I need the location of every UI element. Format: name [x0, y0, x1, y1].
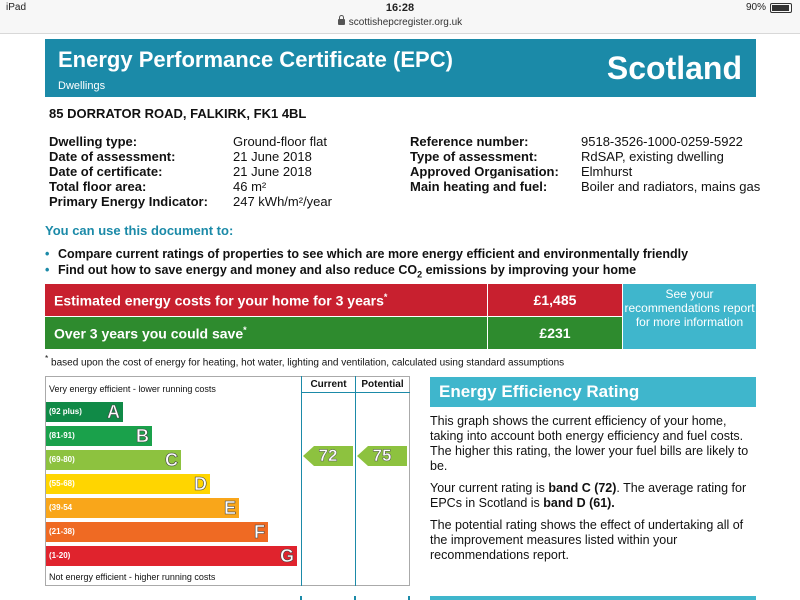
band-letter: E — [223, 498, 237, 519]
band-range: (55-68) — [49, 479, 75, 488]
detail-value: 247 kWh/m²/year — [233, 194, 332, 209]
chart-continuation — [300, 596, 302, 600]
band-range: (21-38) — [49, 527, 75, 536]
detail-row: Dwelling type: Ground-floor flat — [49, 134, 332, 149]
detail-label: Reference number: — [410, 134, 529, 149]
bullet-icon: • — [45, 247, 50, 261]
chart-continuation — [408, 596, 410, 600]
list-item: • Find out how to save energy and money a… — [45, 262, 688, 283]
use-document-title: You can use this document to: — [45, 223, 234, 238]
chart-top-label: Very energy efficient - lower running co… — [49, 384, 216, 394]
detail-row: Primary Energy Indicator: 247 kWh/m²/year — [49, 194, 332, 209]
efficiency-rating-heading: Energy Efficiency Rating — [430, 377, 756, 407]
clock: 16:28 — [385, 2, 415, 14]
detail-row: Date of assessment: 21 June 2018 — [49, 149, 332, 164]
detail-row: Total floor area: 46 m² — [49, 179, 332, 194]
detail-label: Main heating and fuel: — [410, 179, 548, 194]
detail-value: 9518-3526-1000-0259-5922 — [581, 134, 743, 149]
epc-header: Energy Performance Certificate (EPC) Dwe… — [45, 39, 756, 97]
page-title: Energy Performance Certificate (EPC) — [58, 47, 453, 72]
band-letter: B — [136, 426, 150, 447]
current-column-header: Current — [310, 379, 347, 390]
detail-value: Boiler and radiators, mains gas — [581, 179, 761, 194]
band-range: (69-80) — [49, 455, 75, 464]
band-letter: A — [107, 402, 121, 423]
current-rating-text: Your current rating is band C (72). The … — [430, 481, 747, 510]
chart-frame — [45, 376, 410, 586]
chart-divider — [301, 376, 302, 586]
detail-label: Date of assessment: — [49, 149, 176, 164]
detail-label: Type of assessment: — [410, 149, 538, 164]
costs-footnote: * based upon the cost of energy for heat… — [45, 353, 565, 369]
band-range: (92 plus) — [49, 407, 82, 416]
rating-band-g: (1-20) G — [46, 546, 297, 566]
detail-label: Approved Organisation: — [410, 164, 559, 179]
detail-row: Date of certificate: 21 June 2018 — [49, 164, 332, 179]
detail-label: Date of certificate: — [49, 164, 163, 179]
detail-row: Type of assessment: RdSAP, existing dwell… — [410, 149, 761, 164]
rating-band-e: (39-54 E — [46, 498, 239, 518]
estimated-costs-label: Estimated energy costs for your home for… — [45, 284, 487, 316]
bullet-icon: • — [45, 263, 50, 277]
chart-header-line — [301, 392, 410, 393]
detail-label: Total floor area: — [49, 179, 147, 194]
battery-status: 90% — [746, 2, 792, 13]
detail-value: 21 June 2018 — [233, 164, 312, 179]
use-bullets: • Compare current ratings of properties t… — [45, 246, 688, 283]
rating-explanation: This graph shows the current efficiency … — [430, 414, 749, 473]
battery-percent: 90% — [745, 2, 766, 13]
address-bar[interactable]: scottishepcregister.org.uk — [0, 15, 800, 28]
recommendations-link[interactable]: See your recommendations report for more… — [623, 284, 756, 349]
property-address: 85 DORRATOR ROAD, FALKIRK, FK1 4BL — [49, 106, 307, 121]
browser-status-bar: iPad 16:28 90% scottishepcregister.org.u… — [0, 0, 800, 34]
savings-label: Over 3 years you could save* — [45, 317, 487, 349]
band-range: (1-20) — [49, 551, 71, 560]
band-letter: G — [279, 546, 295, 567]
url-text: scottishepcregister.org.uk — [348, 17, 463, 28]
savings-value: £231 — [488, 317, 622, 349]
battery-icon — [770, 2, 792, 13]
details-left: Dwelling type: Ground-floor flat Date of a… — [49, 134, 332, 209]
band-range: (39-54 — [49, 503, 73, 512]
band-letter: F — [254, 522, 266, 543]
detail-value: RdSAP, existing dwelling — [581, 149, 724, 164]
band-letter: D — [194, 474, 208, 495]
estimated-costs-value: £1,485 — [488, 284, 622, 316]
potential-column-header: Potential — [361, 379, 404, 390]
detail-label: Primary Energy Indicator: — [49, 194, 208, 209]
chart-divider — [355, 376, 356, 586]
rating-band-d: (55-68) D — [46, 474, 210, 494]
detail-row: Approved Organisation: Elmhurst — [410, 164, 761, 179]
band-range: (81-91) — [49, 431, 75, 440]
potential-rating-arrow: 75 — [357, 446, 407, 466]
detail-value: 46 m² — [233, 179, 267, 194]
band-letter: C — [165, 450, 179, 471]
chart-bottom-label: Not energy efficient - higher running co… — [49, 572, 216, 582]
list-item: • Compare current ratings of properties t… — [45, 247, 689, 261]
country-label: Scotland — [606, 50, 742, 86]
chart-continuation — [354, 596, 356, 600]
details-right: Reference number: 9518-3526-1000-0259-592… — [410, 134, 761, 194]
detail-value: Elmhurst — [581, 164, 633, 179]
rating-band-a: (92 plus) A — [46, 402, 123, 422]
rating-band-f: (21-38) F — [46, 522, 268, 542]
lock-icon — [337, 15, 345, 25]
device-name: iPad — [6, 2, 27, 13]
page-subtitle: Dwellings — [58, 80, 106, 92]
energy-rating-chart: Very energy efficient - lower running co… — [45, 376, 410, 586]
next-section-strip — [430, 596, 756, 600]
detail-value: 21 June 2018 — [233, 149, 312, 164]
potential-rating-text: The potential rating shows the effect of… — [430, 518, 744, 562]
efficiency-rating-text: This graph shows the current efficiency … — [430, 414, 756, 570]
rating-band-b: (81-91) B — [46, 426, 152, 446]
detail-value: Ground-floor flat — [233, 134, 327, 149]
rating-band-c: (69-80) C — [46, 450, 181, 470]
detail-label: Dwelling type: — [49, 134, 138, 149]
detail-row: Main heating and fuel: Boiler and radiato… — [410, 179, 761, 194]
current-rating-arrow: 72 — [303, 446, 353, 466]
detail-row: Reference number: 9518-3526-1000-0259-592… — [410, 134, 761, 149]
